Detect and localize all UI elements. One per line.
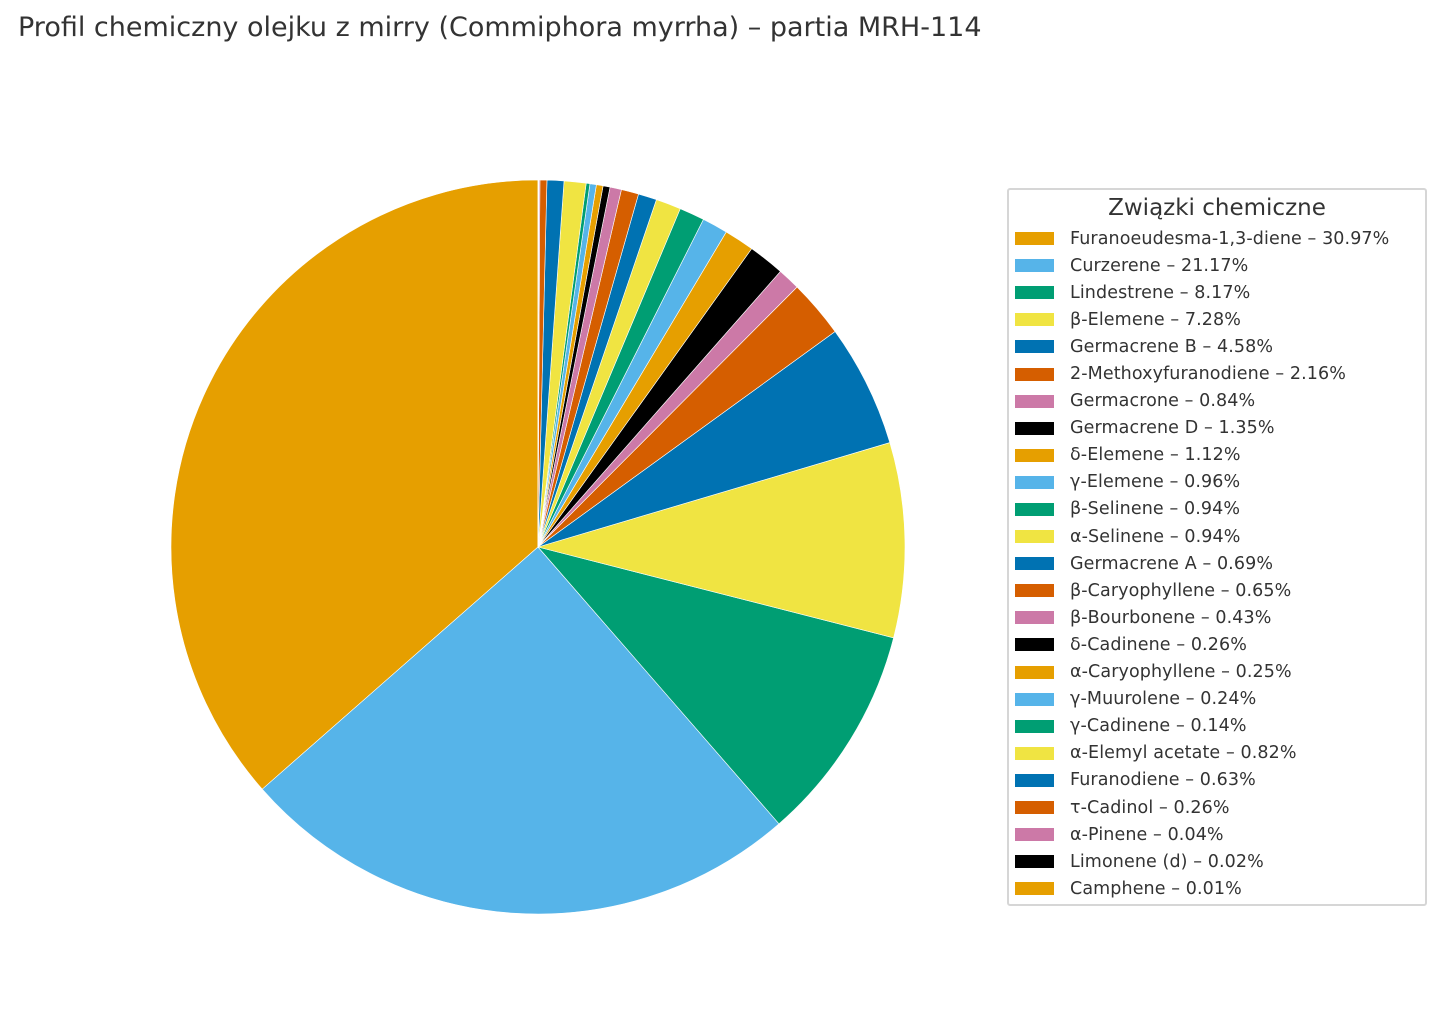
legend-swatch (1015, 638, 1054, 652)
legend-item-10: β-Selinene – 0.94% (1009, 496, 1425, 523)
legend-label: Furanoeudesma-1,3-diene – 30.97% (1070, 228, 1390, 249)
pie-slice-2 (537, 546, 894, 825)
legend-swatch (1015, 773, 1054, 787)
pie-slice-3 (537, 442, 906, 639)
legend-item-5: 2-Methoxyfuranodiene – 2.16% (1009, 360, 1425, 387)
legend-swatch (1015, 394, 1054, 408)
legend-label: Germacrene B – 4.58% (1070, 336, 1274, 357)
legend-swatch (1015, 448, 1054, 462)
legend-item-14: β-Bourbonene – 0.43% (1009, 604, 1425, 631)
legend-swatch (1015, 313, 1054, 327)
legend-label: δ-Elemene – 1.12% (1070, 445, 1241, 466)
legend-item-4: Germacrene B – 4.58% (1009, 333, 1425, 360)
legend-label: γ-Muurolene – 0.24% (1070, 689, 1257, 710)
legend-label: α-Caryophyllene – 0.25% (1070, 662, 1292, 683)
legend-item-22: α-Pinene – 0.04% (1009, 821, 1425, 848)
legend-label: β-Bourbonene – 0.43% (1070, 607, 1272, 628)
legend-swatch (1015, 530, 1054, 544)
legend-item-21: τ-Cadinol – 0.26% (1009, 794, 1425, 821)
legend-swatch (1015, 882, 1054, 896)
legend-swatch (1015, 286, 1054, 300)
legend-swatch (1015, 692, 1054, 706)
legend-item-8: δ-Elemene – 1.12% (1009, 442, 1425, 469)
pie-slice-0 (170, 179, 539, 790)
legend-item-2: Lindestrene – 8.17% (1009, 279, 1425, 306)
legend-label: Germacrene A – 0.69% (1070, 553, 1274, 574)
legend-label: Furanodiene – 0.63% (1070, 770, 1256, 791)
legend-label: Germacrene D – 1.35% (1070, 418, 1275, 439)
legend-label: Germacrone – 0.84% (1070, 391, 1256, 412)
legend-label: β-Caryophyllene – 0.65% (1070, 580, 1292, 601)
legend-item-17: γ-Muurolene – 0.24% (1009, 686, 1425, 713)
legend: Związki chemiczne Furanoeudesma-1,3-dien… (1007, 188, 1427, 906)
legend-item-20: Furanodiene – 0.63% (1009, 767, 1425, 794)
legend-label: α-Selinene – 0.94% (1070, 526, 1241, 547)
legend-label: τ-Cadinol – 0.26% (1070, 797, 1230, 818)
legend-label: Camphene – 0.01% (1070, 878, 1242, 899)
legend-swatch (1015, 367, 1054, 381)
legend-item-16: α-Caryophyllene – 0.25% (1009, 659, 1425, 686)
legend-swatch (1015, 801, 1054, 815)
legend-item-0: Furanoeudesma-1,3-diene – 30.97% (1009, 225, 1425, 252)
legend-item-6: Germacrone – 0.84% (1009, 388, 1425, 415)
legend-item-24: Camphene – 0.01% (1009, 875, 1425, 902)
legend-item-1: Curzerene – 21.17% (1009, 252, 1425, 279)
legend-item-7: Germacrene D – 1.35% (1009, 415, 1425, 442)
pie-slice-1 (261, 546, 780, 915)
legend-item-11: α-Selinene – 0.94% (1009, 523, 1425, 550)
legend-label: α-Pinene – 0.04% (1070, 824, 1224, 845)
legend-swatch (1015, 502, 1054, 516)
legend-label: α-Elemyl acetate – 0.82% (1070, 743, 1297, 764)
legend-label: β-Selinene – 0.94% (1070, 499, 1241, 520)
legend-item-3: β-Elemene – 7.28% (1009, 306, 1425, 333)
legend-swatch (1015, 475, 1054, 489)
legend-item-9: γ-Elemene – 0.96% (1009, 469, 1425, 496)
legend-item-13: β-Caryophyllene – 0.65% (1009, 577, 1425, 604)
legend-item-12: Germacrene A – 0.69% (1009, 550, 1425, 577)
legend-title: Związki chemiczne (1108, 195, 1326, 221)
legend-label: Lindestrene – 8.17% (1070, 282, 1251, 303)
legend-list: Furanoeudesma-1,3-diene – 30.97% Curzeren… (1009, 225, 1425, 902)
legend-swatch (1015, 719, 1054, 733)
legend-swatch (1015, 340, 1054, 354)
legend-item-15: δ-Cadinene – 0.26% (1009, 631, 1425, 658)
legend-swatch (1015, 259, 1054, 273)
legend-swatch (1015, 232, 1054, 246)
legend-item-23: Limonene (d) – 0.02% (1009, 848, 1425, 875)
legend-label: γ-Elemene – 0.96% (1070, 472, 1241, 493)
legend-item-18: γ-Cadinene – 0.14% (1009, 713, 1425, 740)
chart-title: Profil chemiczny olejku z mirry (Commiph… (18, 12, 982, 43)
legend-label: γ-Cadinene – 0.14% (1070, 716, 1247, 737)
legend-item-19: α-Elemyl acetate – 0.82% (1009, 740, 1425, 767)
legend-label: 2-Methoxyfuranodiene – 2.16% (1070, 364, 1346, 385)
legend-label: β-Elemene – 7.28% (1070, 309, 1242, 330)
legend-label: Curzerene – 21.17% (1070, 255, 1249, 276)
legend-label: δ-Cadinene – 0.26% (1070, 634, 1247, 655)
legend-swatch (1015, 855, 1054, 869)
legend-swatch (1015, 584, 1054, 598)
legend-swatch (1015, 746, 1054, 760)
legend-swatch (1015, 421, 1054, 435)
pie-slices (170, 179, 906, 915)
legend-swatch (1015, 611, 1054, 625)
legend-swatch (1015, 557, 1054, 571)
legend-swatch (1015, 828, 1054, 842)
legend-label: Limonene (d) – 0.02% (1070, 851, 1264, 872)
legend-swatch (1015, 665, 1054, 679)
